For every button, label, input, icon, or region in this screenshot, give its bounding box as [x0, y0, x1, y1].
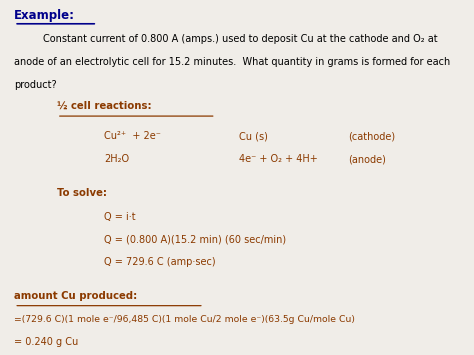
Text: Q = (0.800 A)(15.2 min) (60 sec/min): Q = (0.800 A)(15.2 min) (60 sec/min) — [104, 235, 286, 245]
Text: (cathode): (cathode) — [348, 131, 395, 141]
Text: To solve:: To solve: — [57, 188, 107, 198]
Text: Q = i·t: Q = i·t — [104, 212, 136, 222]
Text: Q = 729.6 C (amp·sec): Q = 729.6 C (amp·sec) — [104, 257, 216, 267]
Text: (anode): (anode) — [348, 154, 386, 164]
Text: Cu (s): Cu (s) — [239, 131, 268, 141]
Text: Constant current of 0.800 A (amps.) used to deposit Cu at the cathode and O₂ at: Constant current of 0.800 A (amps.) used… — [43, 34, 438, 44]
Text: ½ cell reactions:: ½ cell reactions: — [57, 101, 152, 111]
Text: 2H₂O: 2H₂O — [104, 154, 129, 164]
Text: Example:: Example: — [14, 9, 75, 22]
Text: =(729.6 C)(1 mole e⁻/96,485 C)(1 mole Cu/2 mole e⁻)(63.5g Cu/mole Cu): =(729.6 C)(1 mole e⁻/96,485 C)(1 mole Cu… — [14, 315, 355, 324]
Text: product?: product? — [14, 80, 57, 90]
Text: = 0.240 g Cu: = 0.240 g Cu — [14, 337, 79, 347]
Text: anode of an electrolytic cell for 15.2 minutes.  What quantity in grams is forme: anode of an electrolytic cell for 15.2 m… — [14, 57, 450, 67]
Text: Cu²⁺  + 2e⁻: Cu²⁺ + 2e⁻ — [104, 131, 161, 141]
Text: 4e⁻ + O₂ + 4H+: 4e⁻ + O₂ + 4H+ — [239, 154, 318, 164]
Text: amount Cu produced:: amount Cu produced: — [14, 291, 137, 301]
